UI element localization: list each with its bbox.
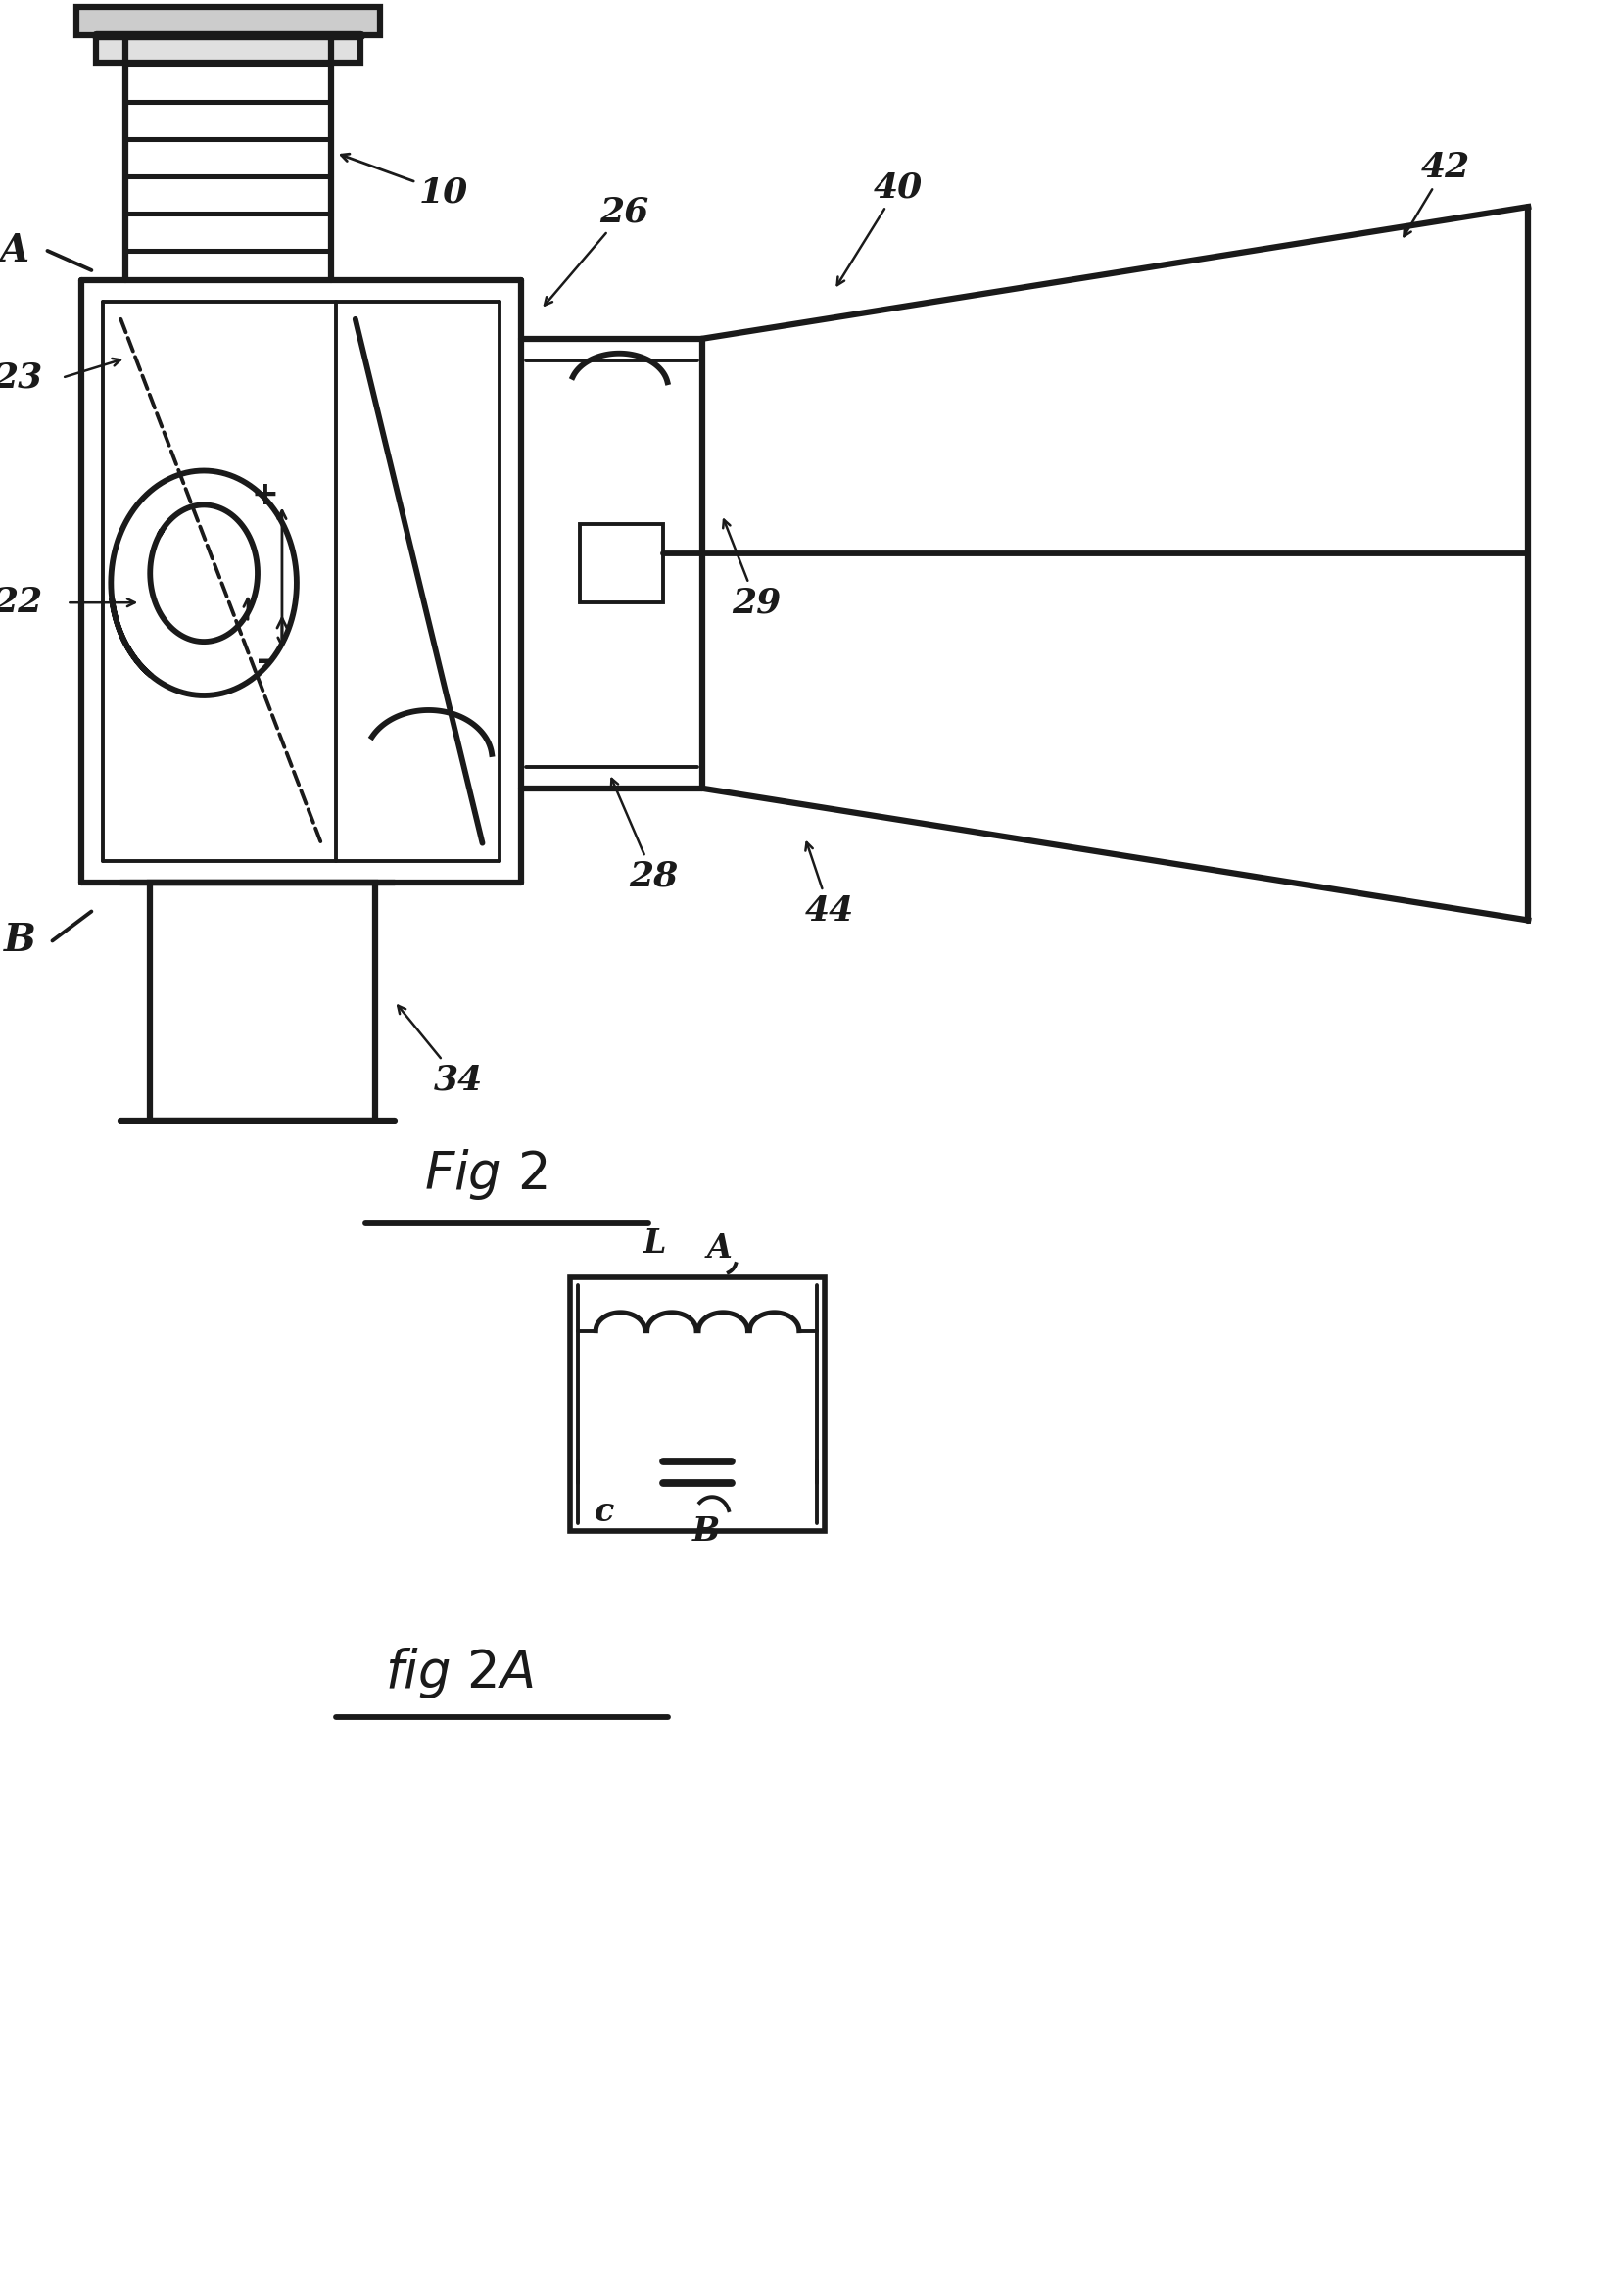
Text: 26: 26 (544, 195, 650, 305)
Text: $\it{fig\ 2A}$: $\it{fig\ 2A}$ (384, 1646, 533, 1701)
Text: 40: 40 (838, 170, 922, 285)
Text: 34: 34 (399, 1006, 483, 1095)
Bar (151, 882, 374, 1120)
Text: 10: 10 (342, 154, 468, 209)
Text: $\it{Fig\ 2}$: $\it{Fig\ 2}$ (424, 1148, 548, 1201)
Text: c: c (595, 1497, 614, 1529)
Bar (580, 523, 663, 602)
Bar (76, 7, 379, 37)
Bar (96, 37, 360, 62)
Text: A: A (708, 1233, 732, 1265)
Text: L: L (643, 1226, 667, 1261)
Text: A: A (0, 232, 28, 269)
Text: 42: 42 (1405, 152, 1469, 236)
Text: 28: 28 (611, 778, 679, 893)
Text: 23: 23 (0, 360, 44, 395)
Text: 44: 44 (805, 843, 854, 928)
Text: +: + (251, 480, 279, 512)
Text: B: B (692, 1515, 721, 1548)
Text: 29: 29 (723, 519, 781, 620)
Text: B: B (3, 923, 36, 960)
Bar (570, 1277, 825, 1531)
Text: 22: 22 (0, 585, 44, 620)
Text: -: - (258, 645, 272, 677)
